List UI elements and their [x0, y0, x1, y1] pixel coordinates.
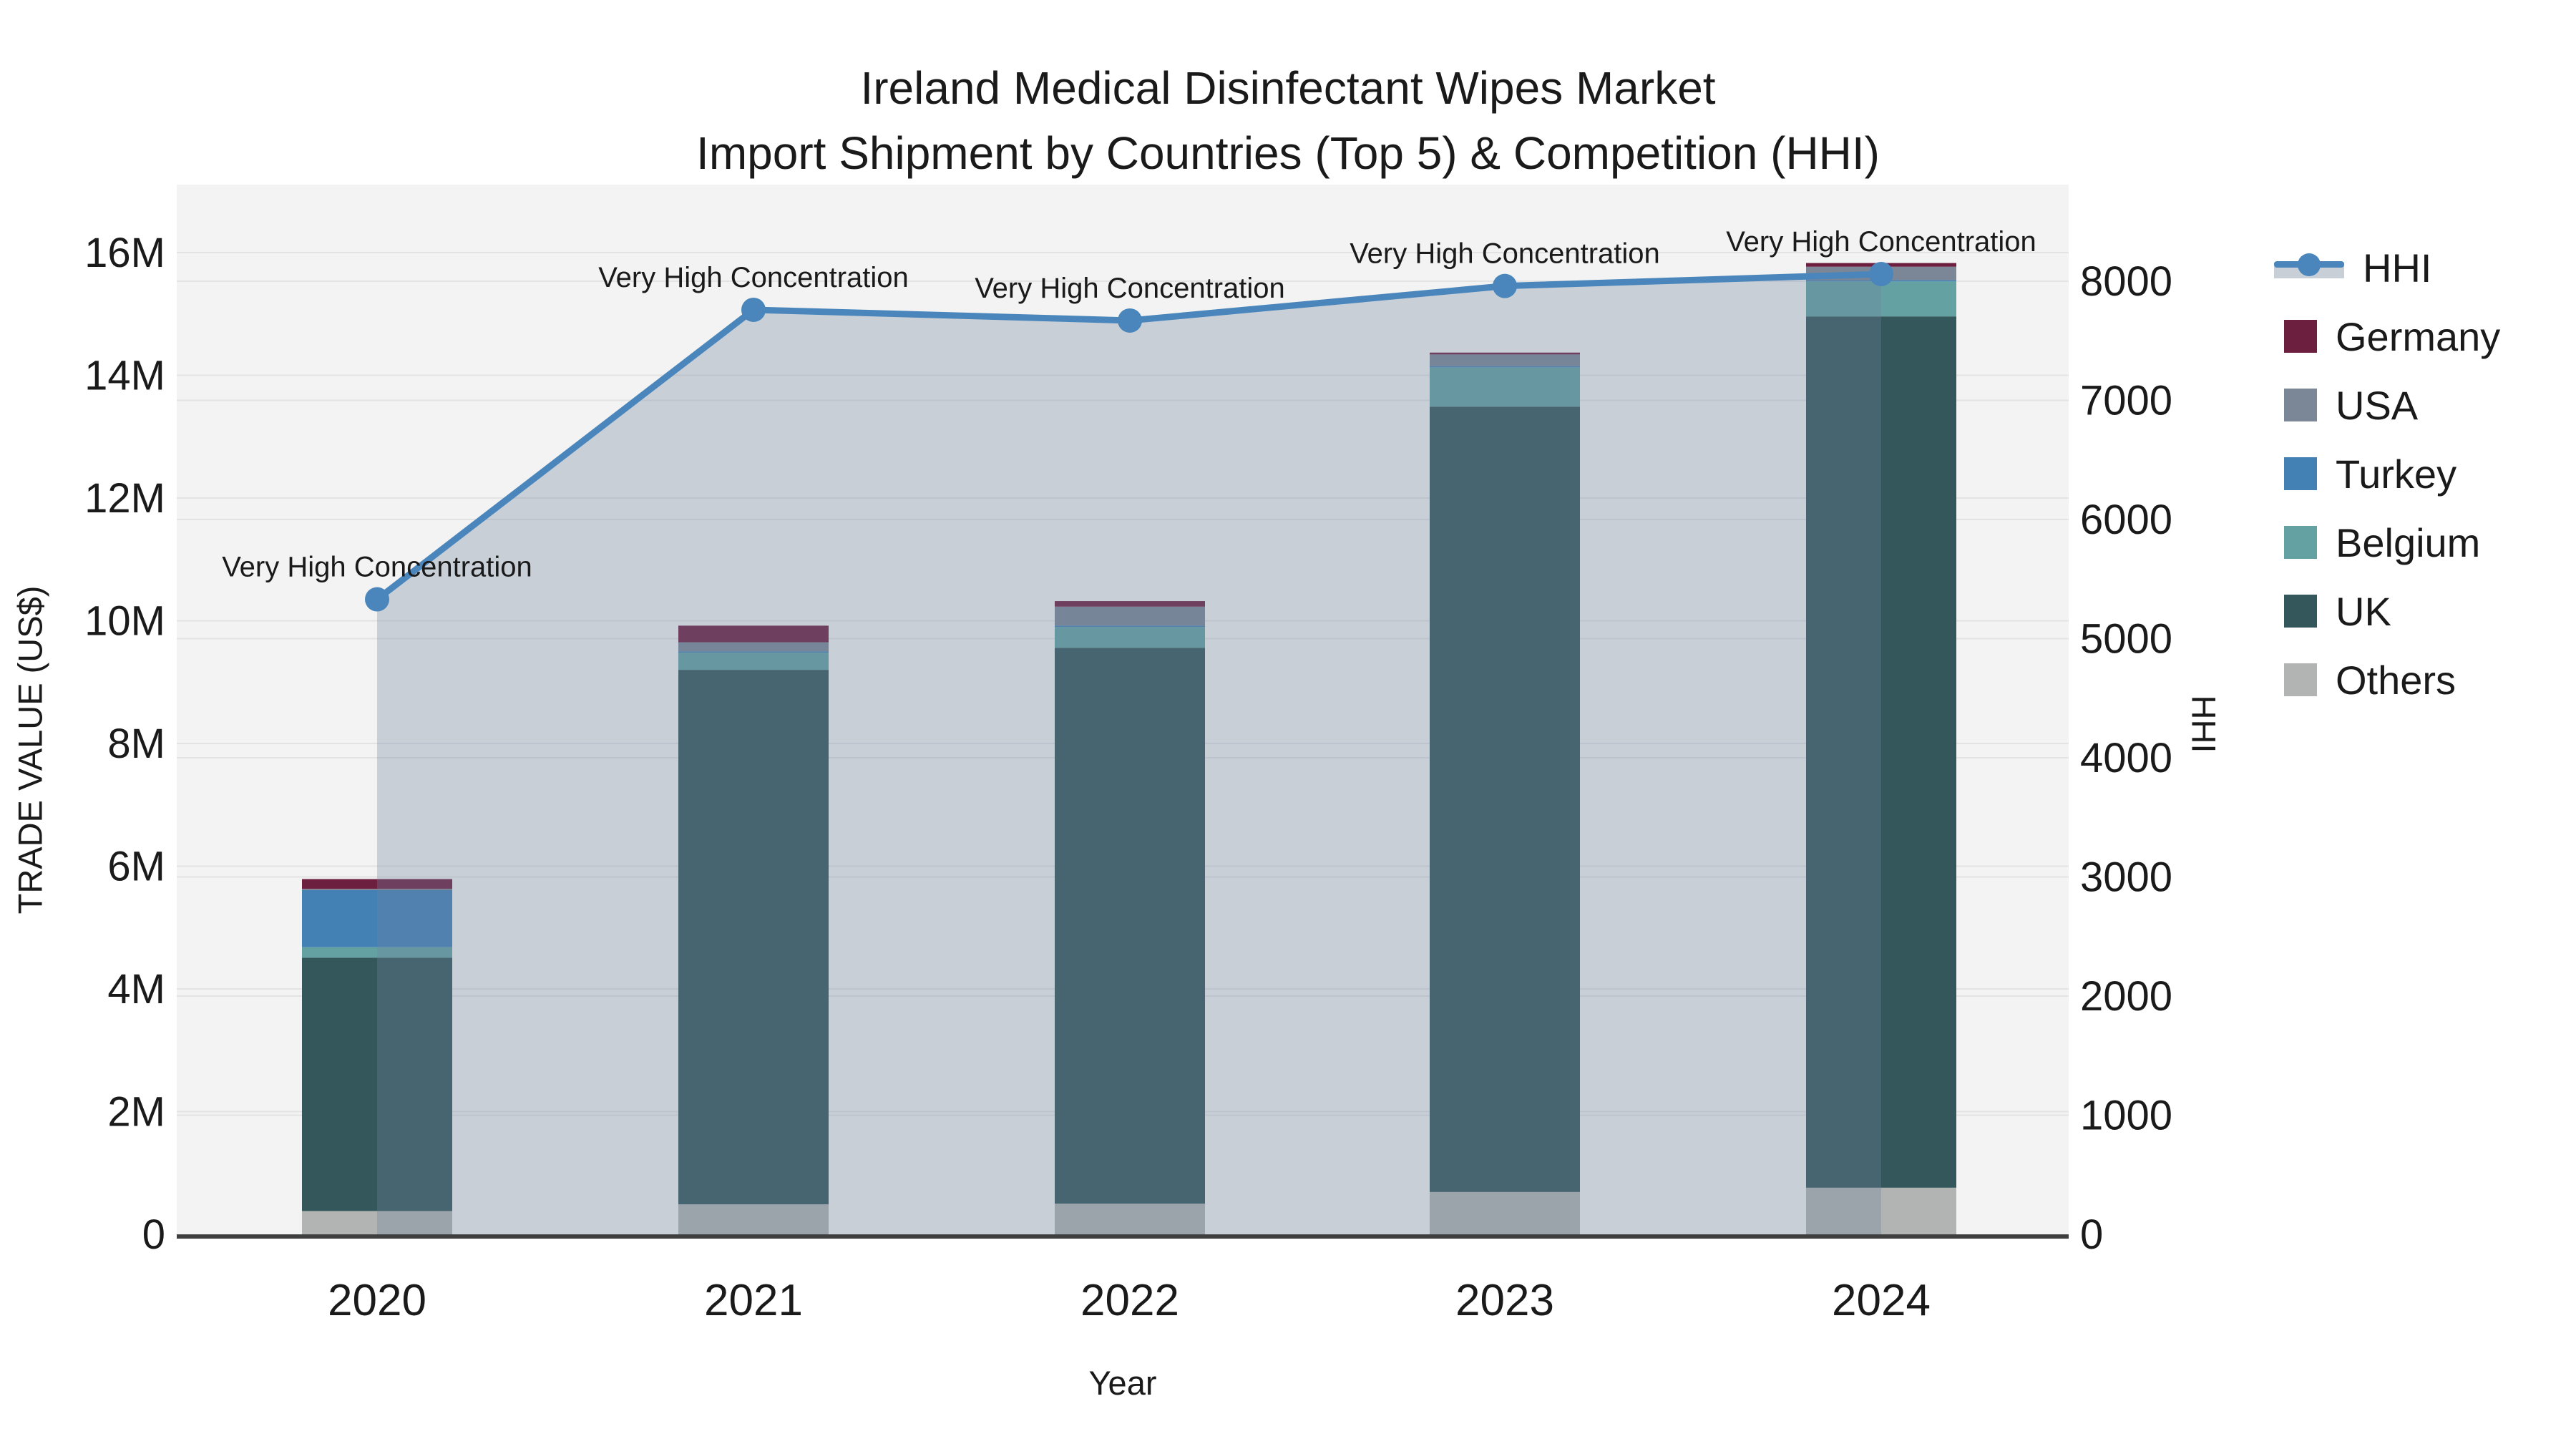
legend-swatch-icon — [2284, 320, 2317, 353]
y-left-tick-label: 8M — [107, 721, 165, 767]
bar-segment-germany-2023[interactable] — [1430, 352, 1580, 355]
bar-segment-uk-2023[interactable] — [1430, 406, 1580, 1192]
legend-swatch-icon — [2284, 389, 2317, 421]
x-axis-title: Year — [1088, 1364, 1157, 1402]
legend-item-germany[interactable]: Germany — [2274, 313, 2501, 359]
hhi-marker-2023[interactable] — [1493, 273, 1517, 298]
x-tick-label: 2023 — [1455, 1276, 1554, 1325]
legend-swatch-icon — [2284, 595, 2317, 628]
x-tick-label: 2022 — [1080, 1276, 1179, 1325]
bar-segment-germany-2021[interactable] — [678, 625, 829, 643]
legend-label: HHI — [2363, 245, 2432, 291]
hhi-marker-2021[interactable] — [741, 297, 766, 322]
y-right-tick-label: 8000 — [2080, 258, 2172, 305]
chart-title-line1: Ireland Medical Disinfectant Wipes Marke… — [860, 62, 1716, 114]
y-right-tick-label: 7000 — [2080, 378, 2172, 424]
chart-title-line2: Import Shipment by Countries (Top 5) & C… — [696, 127, 1880, 179]
x-tick-label: 2021 — [704, 1276, 803, 1325]
legend-item-others[interactable]: Others — [2274, 657, 2457, 703]
y-right-tick-label: 3000 — [2080, 854, 2172, 901]
legend-item-usa[interactable]: USA — [2274, 382, 2419, 428]
annotation-2020: Very High Concentration — [222, 552, 532, 583]
bar-segment-turkey-2021[interactable] — [678, 651, 829, 653]
bar-segment-belgium-2020[interactable] — [302, 947, 452, 958]
legend-label: Others — [2336, 657, 2457, 703]
bar-segment-germany-2022[interactable] — [1055, 601, 1205, 607]
bar-segment-others-2020[interactable] — [302, 1211, 452, 1234]
legend-item-belgium[interactable]: Belgium — [2274, 519, 2481, 565]
bar-segment-others-2022[interactable] — [1055, 1204, 1205, 1234]
y-left-tick-label: 2M — [107, 1089, 165, 1136]
y-right-tick-label: 1000 — [2080, 1093, 2172, 1139]
bar-segment-others-2024[interactable] — [1806, 1187, 1956, 1234]
legend-item-turkey[interactable]: Turkey — [2274, 451, 2457, 497]
bar-segment-belgium-2023[interactable] — [1430, 367, 1580, 407]
legend-swatch-icon — [2284, 663, 2317, 696]
bar-segment-uk-2024[interactable] — [1806, 316, 1956, 1188]
chart-title: Ireland Medical Disinfectant Wipes Marke… — [696, 56, 1880, 186]
bar-segment-germany-2020[interactable] — [302, 879, 452, 889]
bar-segment-belgium-2021[interactable] — [678, 653, 829, 670]
bar-segment-others-2023[interactable] — [1430, 1191, 1580, 1234]
y-left-tick-label: 4M — [107, 966, 165, 1013]
bar-segment-uk-2020[interactable] — [302, 957, 452, 1211]
bar-segment-usa-2023[interactable] — [1430, 354, 1580, 366]
bar-segment-belgium-2024[interactable] — [1806, 281, 1956, 317]
hhi-marker-2020[interactable] — [365, 587, 389, 612]
y-right-tick-label: 6000 — [2080, 497, 2172, 543]
legend-swatch-icon — [2284, 457, 2317, 490]
bar-segment-others-2021[interactable] — [678, 1204, 829, 1234]
y-axis-title-right: HHI — [2185, 695, 2223, 753]
annotation-2024: Very High Concentration — [1726, 226, 2036, 258]
legend-label: UK — [2336, 588, 2391, 634]
annotation-2022: Very High Concentration — [975, 273, 1285, 304]
bar-segment-usa-2020[interactable] — [302, 889, 452, 890]
y-left-tick-label: 12M — [84, 475, 165, 522]
y-left-tick-label: 10M — [84, 598, 165, 645]
y-left-tick-label: 0 — [142, 1211, 165, 1258]
legend-line-sample-icon — [2274, 251, 2344, 284]
y-right-tick-label: 5000 — [2080, 616, 2172, 663]
y-left-tick-label: 16M — [84, 230, 165, 276]
y-right-tick-label: 2000 — [2080, 973, 2172, 1020]
y-right-tick-label: 4000 — [2080, 735, 2172, 781]
legend-swatch-icon — [2284, 526, 2317, 559]
bar-segment-belgium-2022[interactable] — [1055, 627, 1205, 648]
y-left-tick-label: 6M — [107, 844, 165, 890]
bar-segment-usa-2022[interactable] — [1055, 606, 1205, 626]
legend-label: Turkey — [2336, 451, 2457, 497]
hhi-marker-2024[interactable] — [1869, 262, 1893, 287]
x-tick-label: 2020 — [328, 1276, 426, 1325]
legend-item-uk[interactable]: UK — [2274, 588, 2391, 634]
legend-label: Belgium — [2336, 519, 2481, 565]
x-tick-label: 2024 — [1832, 1276, 1931, 1325]
y-right-tick-label: 0 — [2080, 1211, 2103, 1258]
bar-segment-usa-2021[interactable] — [678, 642, 829, 652]
bar-segment-uk-2022[interactable] — [1055, 648, 1205, 1204]
annotation-2021: Very High Concentration — [598, 262, 909, 293]
y-left-tick-label: 14M — [84, 353, 165, 399]
bar-segment-turkey-2022[interactable] — [1055, 625, 1205, 628]
hhi-area-fill — [377, 274, 1881, 1234]
legend-label: Germany — [2336, 313, 2501, 359]
legend-label: USA — [2336, 382, 2419, 428]
bar-segment-turkey-2020[interactable] — [302, 889, 452, 947]
legend-item-hhi[interactable]: HHI — [2274, 245, 2432, 291]
y-axis-title-left: TRADE VALUE (US$) — [11, 585, 49, 914]
hhi-marker-2022[interactable] — [1118, 308, 1142, 333]
annotation-2023: Very High Concentration — [1350, 238, 1660, 270]
bar-segment-uk-2021[interactable] — [678, 670, 829, 1204]
bar-segment-turkey-2023[interactable] — [1430, 366, 1580, 368]
